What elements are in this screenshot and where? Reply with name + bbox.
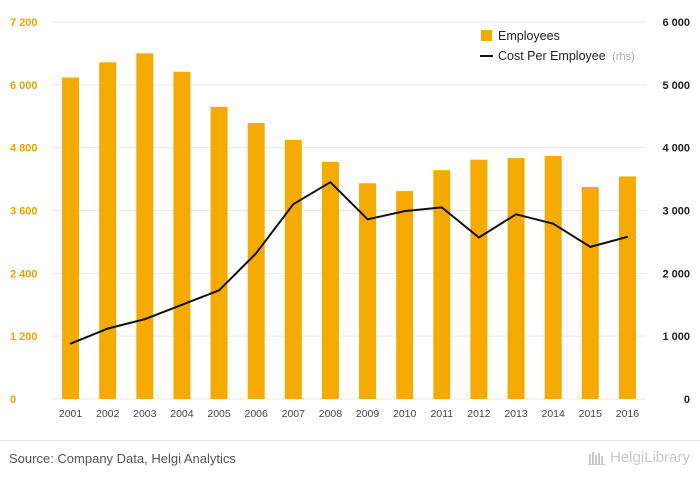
employees-bar: [396, 191, 414, 399]
legend-label-cost-per-employee-name: Cost Per Employee: [498, 49, 606, 63]
x-tick-label: 2006: [245, 408, 269, 420]
x-tick-label: 2011: [431, 408, 454, 420]
y-left-tick-label: 6 000: [10, 80, 38, 92]
y-right-tick-label: 2 000: [662, 268, 690, 280]
cost-per-employee-point: [515, 213, 517, 216]
cost-per-employee-point: [106, 327, 109, 330]
x-tick-label: 2001: [59, 408, 83, 420]
y-axis-right: 0 1 000 2 000 3 000 4 000 5 000 6 000: [662, 17, 690, 406]
employees-bar: [507, 158, 525, 399]
x-tick-label: 2016: [616, 408, 640, 420]
y-right-tick-label: 0: [684, 394, 690, 406]
x-tick-label: 2005: [207, 408, 231, 420]
employees-bar: [470, 159, 488, 399]
y-left-tick-label: 7 200: [10, 17, 38, 29]
legend-swatch-employees: [481, 30, 492, 41]
y-left-tick-label: 0: [10, 394, 16, 406]
cost-per-employee-point: [218, 289, 220, 292]
footer: Source: Company Data, Helgi Analytics He…: [0, 440, 700, 483]
employees-bar: [99, 62, 117, 399]
legend-label-cost-per-employee-unit: (rhs): [612, 51, 635, 63]
employees-bar: [210, 106, 228, 399]
employees-bar: [62, 77, 80, 399]
legend-label-employees: Employees: [498, 29, 560, 43]
employees-bar: [321, 161, 339, 399]
employees-bar: [618, 176, 636, 399]
legend: Employees Cost Per Employee (rhs): [480, 29, 635, 63]
cost-per-employee-line: [69, 181, 629, 345]
y-right-tick-label: 5 000: [662, 80, 690, 92]
chart: 0 1 200 2 400 3 600 4 800 6 000 7 200 0 1 000 2 …: [10, 17, 690, 420]
y-left-tick-label: 2 400: [10, 268, 38, 280]
brand-name: HelgiLibrary: [609, 449, 690, 466]
legend-label-cost-per-employee: Cost Per Employee (rhs): [498, 49, 635, 63]
x-tick-label: 2010: [393, 408, 417, 420]
footer-divider: [0, 440, 700, 441]
x-tick-label: 2004: [170, 408, 194, 420]
x-tick-label: 2002: [96, 408, 120, 420]
employees-bar: [581, 186, 599, 399]
y-left-tick-label: 1 200: [10, 331, 38, 343]
y-right-tick-label: 6 000: [662, 17, 690, 29]
x-tick-label: 2013: [504, 408, 528, 420]
y-axis-left: 0 1 200 2 400 3 600 4 800 6 000 7 200: [10, 17, 38, 406]
employees-bars: [62, 53, 636, 400]
cost-per-employee-point: [403, 210, 406, 212]
x-tick-label: 2008: [319, 408, 343, 420]
x-axis: 2001 2002 2003 2004 2005 2006 2007 2008 2009 2010…: [59, 408, 639, 420]
cost-per-employee-point: [589, 246, 592, 248]
cost-per-employee-point: [329, 181, 332, 184]
cost-per-employee-point: [69, 342, 72, 345]
cost-per-employee-point: [181, 303, 183, 306]
y-left-tick-label: 4 800: [10, 143, 38, 155]
x-tick-label: 2015: [579, 408, 603, 420]
cost-per-employee-point: [255, 252, 257, 255]
cost-per-employee-point: [626, 236, 629, 238]
y-right-tick-label: 4 000: [662, 143, 690, 155]
employees-bar: [284, 139, 302, 399]
employees-bar: [247, 123, 265, 399]
x-tick-label: 2012: [467, 408, 491, 420]
library-icon: [587, 451, 605, 465]
cost-per-employee-point: [366, 218, 369, 221]
employees-bar: [544, 156, 562, 399]
employees-bar: [173, 71, 191, 400]
x-tick-label: 2014: [542, 408, 566, 420]
source-note: Source: Company Data, Helgi Analytics: [9, 451, 236, 466]
brand-logo[interactable]: HelgiLibrary: [587, 449, 690, 466]
cost-per-employee-point: [552, 222, 554, 225]
x-tick-label: 2007: [282, 408, 306, 420]
employees-bar: [359, 183, 377, 399]
y-left-tick-label: 3 600: [10, 206, 38, 218]
cost-per-employee-point: [441, 206, 443, 209]
y-right-tick-label: 1 000: [662, 331, 690, 343]
cost-per-employee-point: [292, 203, 295, 206]
cost-per-employee-point: [144, 318, 146, 321]
x-tick-label: 2009: [356, 408, 380, 420]
employees-bar: [433, 170, 451, 399]
cost-per-employee-path: [70, 181, 628, 345]
cost-per-employee-point: [478, 236, 480, 239]
x-tick-label: 2003: [133, 408, 157, 420]
y-right-tick-label: 3 000: [662, 206, 690, 218]
employees-bar: [136, 53, 154, 400]
